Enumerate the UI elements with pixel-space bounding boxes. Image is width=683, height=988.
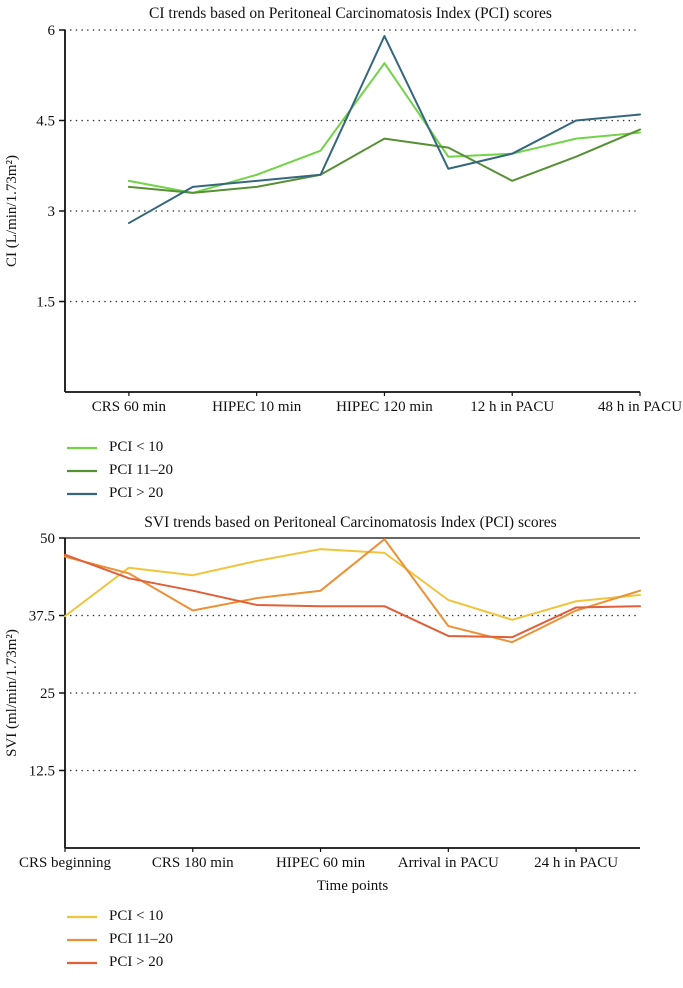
legend-line-swatch: [67, 915, 97, 918]
series-line-pci-lt-10: [127, 62, 641, 194]
x-tick-label: 12 h in PACU: [470, 399, 554, 415]
x-tick-label: CRS beginning: [19, 855, 112, 871]
legend-item-pci-11-20: PCI 11–20: [64, 930, 683, 949]
legend-line-swatch: [67, 446, 97, 449]
y-axis-label: CI (L/min/1.73m²): [4, 155, 20, 267]
y-axis-label: SVI (ml/min/1.73m²): [4, 629, 20, 757]
x-tick-label: Arrival in PACU: [398, 855, 499, 871]
legend-label: PCI < 10: [109, 908, 164, 924]
x-axis-label: Time points: [317, 878, 389, 894]
series-line-pci-gt-20: [127, 35, 641, 225]
svi-chart-section: SVI trends based on Peritoneal Carcinoma…: [0, 513, 683, 972]
legend-line-swatch: [67, 961, 97, 964]
legend-item-pci-gt-20: PCI > 20: [64, 953, 683, 972]
legend-line-swatch: [67, 469, 97, 472]
legend-item-pci-lt-10: PCI < 10: [64, 907, 683, 926]
ci-chart-title: CI trends based on Peritoneal Carcinomat…: [149, 5, 552, 22]
ci-chart-plot-area: 1.5 3 4.5 6 CRS 60 min HIPEC 10 min HIPEC 120 …: [4, 24, 682, 415]
series-line-pci-lt-10: [64, 548, 641, 621]
series-line-pci-11-20: [127, 128, 641, 194]
svi-chart-legend: PCI < 10 PCI 11–20 PCI > 20: [64, 907, 683, 972]
y-tick-label: 4.5: [36, 114, 55, 130]
legend-label: PCI 11–20: [109, 462, 174, 478]
x-tick-label: CRS 180 min: [152, 855, 234, 871]
y-tick-label: 12.5: [29, 764, 55, 780]
legend-label: PCI > 20: [109, 954, 164, 970]
legend-item-pci-gt-20: PCI > 20: [64, 484, 683, 503]
legend-item-pci-11-20: PCI 11–20: [64, 461, 683, 480]
y-tick-label: 25: [40, 686, 55, 702]
x-tick-label: HIPEC 60 min: [276, 855, 366, 871]
legend-label: PCI < 10: [109, 439, 164, 455]
ci-chart-legend: PCI < 10 PCI 11–20 PCI > 20: [64, 438, 683, 503]
x-tick-label: 24 h in PACU: [534, 855, 618, 871]
x-tick-label: HIPEC 10 min: [212, 399, 302, 415]
legend-label: PCI > 20: [109, 485, 164, 501]
y-tick-label: 3: [48, 204, 56, 220]
legend-line-swatch: [67, 938, 97, 941]
series-line-pci-gt-20: [64, 553, 641, 639]
legend-label: PCI 11–20: [109, 931, 174, 947]
series-line-pci-11-20: [64, 538, 641, 644]
svi-chart-plot-area: 12.5 25 37.5 50 CRS beginning CRS 180 min HIPE…: [4, 533, 641, 894]
y-tick-label: 1.5: [36, 295, 55, 311]
y-tick-label: 37.5: [29, 609, 55, 625]
figure-canvas: { "figure": { "background": "#ffffff" },…: [0, 4, 683, 988]
svi-chart-title: SVI trends based on Peritoneal Carcinoma…: [144, 514, 557, 531]
legend-item-pci-lt-10: PCI < 10: [64, 438, 683, 457]
x-tick-label: CRS 60 min: [92, 399, 167, 415]
ci-chart-section: CI trends based on Peritoneal Carcinomat…: [0, 4, 683, 503]
x-tick-label: 48 h in PACU: [598, 399, 682, 415]
legend-line-swatch: [67, 492, 97, 495]
x-tick-label: HIPEC 120 min: [336, 399, 433, 415]
y-tick-label: 50: [40, 533, 55, 547]
y-tick-label: 6: [48, 24, 56, 39]
